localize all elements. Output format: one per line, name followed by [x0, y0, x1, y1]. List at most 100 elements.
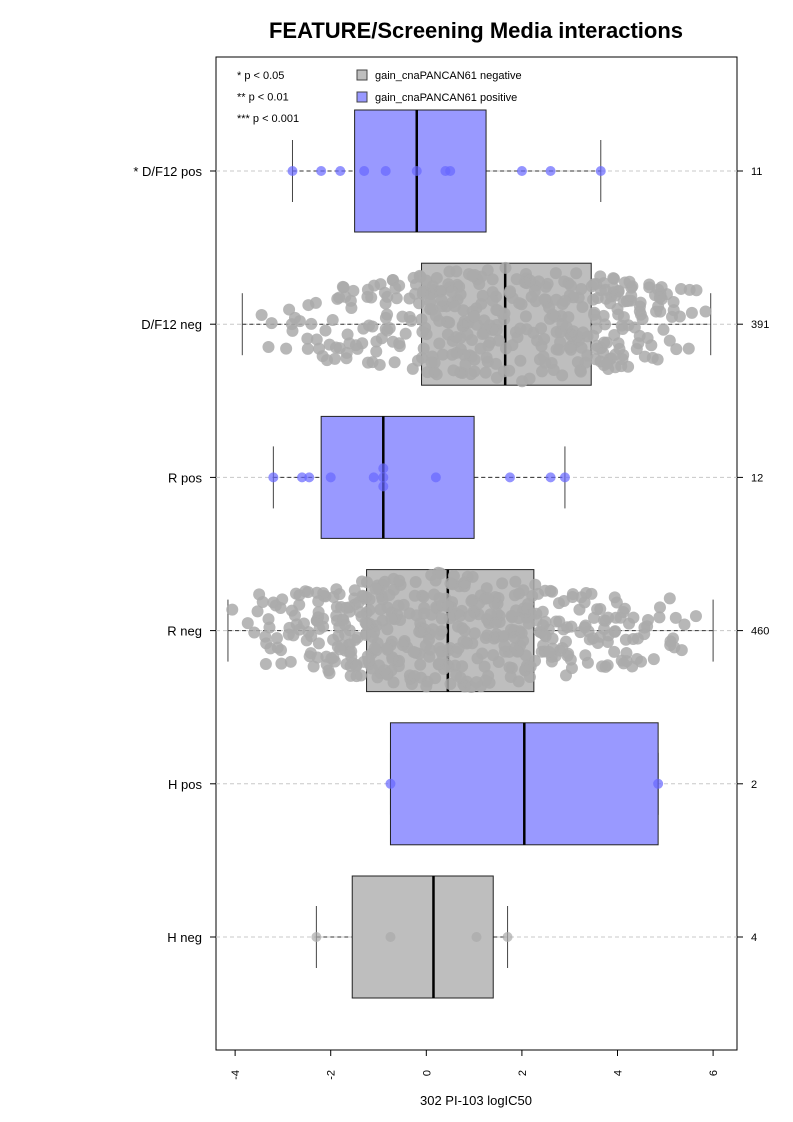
- data-point: [287, 629, 300, 642]
- data-point: [275, 657, 288, 670]
- data-point: [651, 353, 664, 366]
- data-point: [587, 611, 600, 624]
- group-count-label: 2: [751, 779, 757, 791]
- data-point: [549, 267, 562, 280]
- data-point: [653, 611, 666, 624]
- data-point: [617, 657, 630, 670]
- data-point: [600, 292, 613, 305]
- data-point: [340, 601, 353, 614]
- data-point: [617, 606, 630, 619]
- data-point: [468, 310, 481, 323]
- data-point: [633, 300, 646, 313]
- data-point: [410, 609, 423, 622]
- x-tick-label: -2: [326, 1070, 338, 1080]
- data-point: [653, 601, 666, 614]
- data-point: [436, 348, 449, 361]
- legend-label: gain_cnaPANCAN61 positive: [375, 92, 517, 104]
- y-tick-label: * D/F12 pos: [133, 164, 202, 179]
- data-point: [506, 339, 519, 352]
- data-point: [532, 275, 545, 288]
- data-point: [316, 166, 327, 176]
- data-point: [523, 274, 536, 287]
- y-tick-label: R neg: [167, 624, 202, 639]
- data-point: [699, 305, 712, 318]
- data-point: [436, 599, 449, 612]
- data-point: [486, 294, 499, 307]
- data-point: [360, 618, 373, 631]
- data-point: [340, 346, 353, 359]
- data-point: [241, 617, 254, 630]
- data-point: [433, 314, 446, 327]
- data-point: [323, 338, 336, 351]
- data-point: [411, 166, 422, 176]
- data-point: [264, 642, 277, 655]
- data-point: [370, 345, 383, 358]
- data-point: [445, 285, 458, 298]
- data-point: [312, 595, 325, 608]
- data-point: [311, 932, 322, 942]
- data-point: [414, 658, 427, 671]
- data-point: [322, 664, 335, 677]
- data-point: [465, 333, 478, 346]
- data-point: [492, 656, 505, 669]
- data-point: [478, 326, 491, 339]
- data-point: [470, 676, 483, 689]
- data-point: [283, 303, 296, 316]
- data-point: [516, 375, 529, 388]
- data-point: [347, 284, 360, 297]
- data-point: [595, 166, 606, 176]
- data-point: [557, 594, 570, 607]
- data-point: [587, 329, 600, 342]
- data-point: [625, 289, 638, 302]
- data-point: [536, 365, 549, 378]
- data-point: [378, 472, 389, 483]
- data-point: [450, 265, 463, 278]
- data-point: [594, 270, 607, 283]
- data-point: [335, 166, 346, 176]
- significance-legend-entry: ** p < 0.01: [237, 92, 289, 104]
- data-point: [441, 328, 454, 341]
- data-point: [499, 261, 512, 274]
- data-point: [416, 351, 429, 364]
- data-point: [480, 582, 493, 595]
- data-point: [340, 658, 353, 671]
- y-tick-label: H pos: [168, 777, 202, 792]
- data-point: [447, 364, 460, 377]
- data-point: [577, 326, 590, 339]
- data-point: [435, 294, 448, 307]
- data-point: [474, 342, 487, 355]
- data-point: [670, 343, 683, 356]
- box: [320, 415, 475, 539]
- data-point: [393, 337, 406, 350]
- data-point: [313, 622, 326, 635]
- data-point: [444, 677, 457, 690]
- data-point: [454, 609, 467, 622]
- data-point: [448, 300, 461, 313]
- data-point: [486, 273, 499, 286]
- x-tick-label: 0: [421, 1070, 433, 1076]
- data-point: [407, 645, 420, 658]
- data-point: [268, 472, 279, 483]
- data-point: [597, 614, 610, 627]
- significance-legend-entry: * p < 0.05: [237, 70, 284, 82]
- data-point: [369, 582, 382, 595]
- data-point: [333, 588, 346, 601]
- data-point: [616, 323, 629, 336]
- data-point: [378, 481, 389, 492]
- data-point: [489, 617, 502, 630]
- data-point: [458, 576, 471, 589]
- data-point: [305, 317, 318, 330]
- data-point: [519, 663, 532, 676]
- data-point: [607, 281, 620, 294]
- legend-label: gain_cnaPANCAN61 negative: [375, 70, 522, 82]
- group-count-label: 4: [751, 932, 757, 944]
- data-point: [598, 623, 611, 636]
- data-point: [419, 639, 432, 652]
- data-point: [312, 637, 325, 650]
- data-point: [429, 672, 442, 685]
- data-point: [484, 608, 497, 621]
- data-point: [293, 315, 306, 328]
- data-point: [538, 628, 551, 641]
- data-point: [465, 368, 478, 381]
- data-point: [473, 278, 486, 291]
